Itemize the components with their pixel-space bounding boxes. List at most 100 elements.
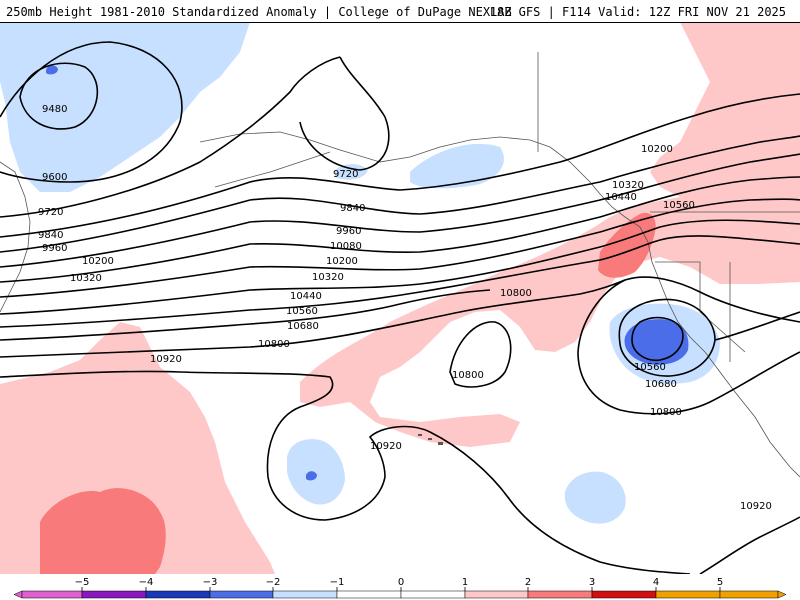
hawaii-island-3 bbox=[438, 442, 443, 445]
hawaii-islands bbox=[418, 434, 443, 445]
colorbar-label-pos3: 3 bbox=[589, 577, 595, 588]
colorbar-label-neg1: −1 bbox=[330, 577, 345, 588]
contour-label-9840-west: 9840 bbox=[38, 230, 63, 241]
contour-label-10320-east: 10320 bbox=[612, 180, 644, 191]
contour-label-10200-central: 10200 bbox=[326, 256, 358, 267]
contour-label-10560-central: 10560 bbox=[286, 306, 318, 317]
anomaly-neg1-gulf-of-alaska bbox=[410, 143, 504, 189]
colorbar-swatch-neg2 bbox=[209, 590, 274, 599]
contour-10800-closed-high bbox=[449, 321, 512, 388]
anomaly-neg2-central-pacific-core bbox=[306, 471, 317, 481]
contour-10560-low bbox=[631, 316, 684, 362]
colorbar-label-pos1: 1 bbox=[462, 577, 468, 588]
contour-label-10680-central: 10680 bbox=[287, 321, 319, 332]
contour-label-10920-west: 10920 bbox=[150, 354, 182, 365]
contour-label-9840-central: 9840 bbox=[340, 203, 365, 214]
colorbar-ticks bbox=[81, 587, 721, 591]
header-bar: 250mb Height 1981-2010 Standardized Anom… bbox=[0, 0, 800, 23]
colorbar-labels: −5 −4 −3 −2 −1 0 1 2 3 4 5 bbox=[75, 577, 724, 588]
contour-label-9960-central: 9960 bbox=[336, 226, 361, 237]
contour-10560-main bbox=[0, 235, 800, 328]
contour-9840 bbox=[0, 93, 800, 238]
hawaii-island-2 bbox=[428, 438, 432, 440]
contour-labels: 9480 9600 9720 9720 9840 9840 9960 9960 … bbox=[38, 104, 772, 512]
contour-label-10920-central: 10920 bbox=[370, 441, 402, 452]
height-contours bbox=[0, 41, 800, 574]
contour-9480 bbox=[19, 62, 99, 130]
contour-label-9600: 9600 bbox=[42, 172, 67, 183]
anomaly-pos1-northeast bbox=[650, 22, 800, 237]
alaska-peninsula-coastline bbox=[214, 151, 331, 188]
contour-10080 bbox=[0, 153, 800, 268]
anomaly-neg1-aleutian-low bbox=[0, 22, 250, 192]
positive-anomaly-shading bbox=[0, 22, 800, 574]
anomaly-pos2-southwest bbox=[40, 488, 166, 574]
colorbar-swatch-zero-neg bbox=[336, 590, 402, 599]
map-title: 250mb Height 1981-2010 Standardized Anom… bbox=[6, 5, 512, 19]
alaska-coastline bbox=[199, 131, 601, 195]
contour-label-10080: 10080 bbox=[330, 241, 362, 252]
colorbar-swatch-pos3 bbox=[591, 590, 657, 599]
colorbar-label-neg5: −5 bbox=[75, 577, 90, 588]
contour-label-10200-east: 10200 bbox=[641, 144, 673, 155]
contour-9960 bbox=[0, 135, 800, 253]
colorbar-swatch-pos2 bbox=[527, 590, 593, 599]
anomaly-neg1-southeast-pacific bbox=[564, 471, 626, 524]
colorbar-label-neg4: −4 bbox=[139, 577, 154, 588]
contour-10320 bbox=[0, 198, 800, 298]
contour-label-10440-central: 10440 bbox=[290, 291, 322, 302]
contour-label-10800-closed-high: 10800 bbox=[452, 370, 484, 381]
contour-9720-east bbox=[299, 56, 390, 171]
anomaly-neg2-aleutian-core bbox=[46, 65, 58, 75]
colorbar-swatch-neg3 bbox=[145, 590, 211, 599]
colorbar-swatch-zero-pos bbox=[400, 590, 466, 599]
hawaii-island-1 bbox=[418, 434, 422, 436]
state-line-nv-ca bbox=[655, 261, 746, 353]
contour-label-10800-east: 10800 bbox=[650, 407, 682, 418]
contour-label-10560-low: 10560 bbox=[634, 362, 666, 373]
contour-10920-main bbox=[0, 370, 691, 574]
colorbar-swatch-neg4 bbox=[81, 590, 147, 599]
contour-label-10800-west: 10800 bbox=[258, 339, 290, 350]
negative-anomaly-shading bbox=[0, 22, 720, 524]
anomaly-neg1-central-pacific bbox=[287, 439, 345, 505]
colorbar-swatch-neg5 bbox=[21, 590, 83, 599]
contour-label-9960-west: 9960 bbox=[42, 243, 67, 254]
contour-9600 bbox=[0, 41, 183, 183]
colorbar-swatch-arrow-right bbox=[777, 590, 787, 599]
contour-label-9480: 9480 bbox=[42, 104, 67, 115]
anomaly-pos1-subtropical-band bbox=[300, 197, 800, 447]
contour-label-9720-west: 9720 bbox=[38, 207, 63, 218]
contour-10920-east bbox=[699, 516, 800, 574]
west-coast-coastline bbox=[599, 193, 800, 478]
contour-label-10320-west: 10320 bbox=[70, 273, 102, 284]
contour-label-10800-central: 10800 bbox=[500, 288, 532, 299]
colorbar-swatch-pos5 bbox=[719, 590, 779, 599]
contour-10200 bbox=[0, 176, 800, 283]
anomaly-neg1-small-north bbox=[335, 164, 368, 180]
colorbar-label-pos5: 5 bbox=[717, 577, 723, 588]
contour-label-9720-north: 9720 bbox=[333, 169, 358, 180]
contour-9720-west bbox=[0, 56, 341, 218]
anomaly-neg2-california-low-core bbox=[624, 319, 689, 365]
map-panel: 9480 9600 9720 9720 9840 9840 9960 9960 … bbox=[0, 22, 800, 574]
contour-label-10320-central: 10320 bbox=[312, 272, 344, 283]
colorbar-swatch-neg1 bbox=[272, 590, 338, 599]
contour-10800-low-loop bbox=[577, 279, 800, 415]
colorbar-label-neg3: −3 bbox=[203, 577, 218, 588]
contour-label-10560-east: 10560 bbox=[663, 200, 695, 211]
contour-label-10920-east: 10920 bbox=[740, 501, 772, 512]
contour-10800-main bbox=[0, 276, 800, 358]
contour-10440 bbox=[0, 219, 800, 315]
colorbar-label-pos2: 2 bbox=[525, 577, 531, 588]
colorbar-swatch-pos4 bbox=[655, 590, 721, 599]
colorbar-swatch-pos1 bbox=[464, 590, 529, 599]
contour-label-10440-east: 10440 bbox=[605, 192, 637, 203]
colorbar: −5 −4 −3 −2 −1 0 1 2 3 4 5 bbox=[0, 574, 800, 600]
colorbar-label-zero: 0 bbox=[398, 577, 404, 588]
colorbar-label-neg2: −2 bbox=[266, 577, 281, 588]
contour-label-10680-low: 10680 bbox=[645, 379, 677, 390]
colorbar-label-pos4: 4 bbox=[653, 577, 659, 588]
model-run-info: 18Z GFS | F114 Valid: 12Z FRI NOV 21 202… bbox=[489, 5, 786, 19]
